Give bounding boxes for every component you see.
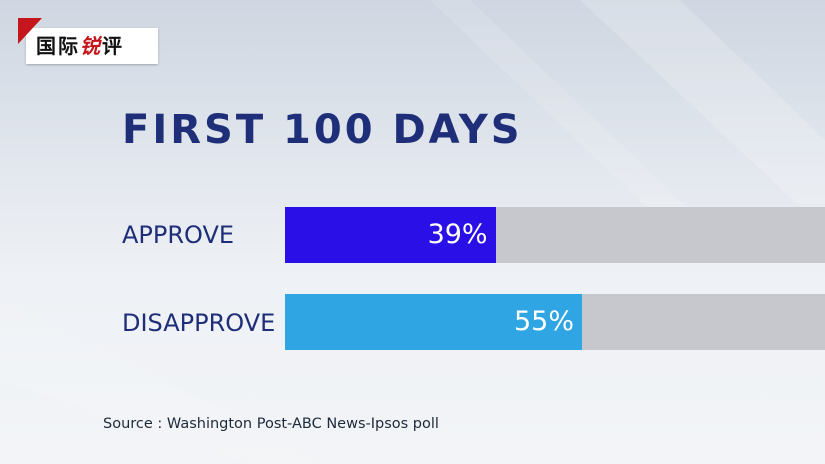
bar-label-approve: APPROVE — [122, 221, 235, 249]
logo-text-tail: 评 — [102, 34, 124, 58]
bar-disapprove: 55% — [285, 294, 582, 350]
chart-title: FIRST 100 DAYS — [122, 107, 523, 153]
logo-text: 国际锐评 — [36, 32, 124, 60]
source-note: Source : Washington Post-ABC News-Ipsos … — [103, 416, 439, 432]
bar-value-disapprove: 55% — [513, 306, 574, 337]
bar-value-approve: 39% — [427, 219, 488, 250]
bar-track-approve: 39% — [285, 207, 825, 263]
bar-track-disapprove: 55% — [285, 294, 825, 350]
bar-approve: 39% — [285, 207, 496, 263]
logo-text-accent: 锐 — [80, 34, 102, 58]
bar-label-disapprove: DISAPPROVE — [122, 309, 276, 337]
channel-logo: 国际锐评 — [18, 18, 158, 64]
logo-text-plain: 国际 — [36, 34, 80, 58]
